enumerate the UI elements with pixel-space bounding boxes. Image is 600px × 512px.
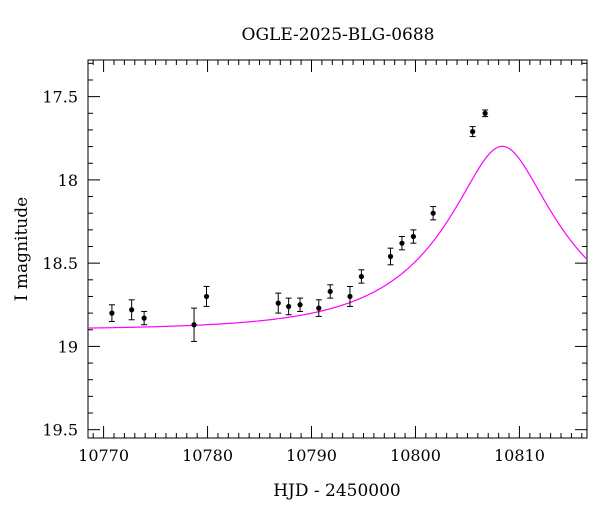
axis-ticks [88, 60, 587, 438]
data-point [410, 229, 417, 244]
x-tick-label: 10770 [78, 446, 129, 465]
data-marker [191, 322, 197, 328]
data-marker [430, 210, 436, 216]
data-marker [316, 305, 322, 311]
data-point [275, 292, 282, 314]
data-marker [470, 129, 476, 135]
data-marker [410, 233, 416, 240]
data-marker [327, 288, 333, 295]
data-point [285, 297, 292, 316]
axis-tick-labels: 10770 10780 10790 10800 10810 17.5 18 18.5 19 19.… [42, 88, 545, 465]
data-point [430, 206, 437, 221]
data-marker [275, 300, 281, 306]
data-point [398, 236, 405, 251]
y-tick-label: 17.5 [42, 88, 78, 107]
data-point [469, 126, 476, 138]
data-point [358, 269, 365, 284]
chart-title: OGLE-2025-BLG-0688 [242, 25, 435, 45]
data-point [315, 299, 322, 317]
data-marker [399, 240, 405, 246]
data-marker [286, 303, 292, 310]
model-curve [87, 145, 588, 329]
y-axis-label: I magnitude [12, 197, 32, 301]
data-point [203, 285, 210, 307]
data-point [297, 297, 304, 312]
data-points [108, 109, 489, 342]
y-tick-label: 18 [58, 171, 78, 190]
data-point [191, 307, 198, 342]
data-marker [387, 253, 394, 260]
data-point [346, 285, 353, 307]
x-tick-label: 10780 [182, 446, 233, 465]
y-tick-label: 19.5 [42, 421, 78, 440]
data-marker [109, 310, 115, 316]
data-marker [347, 293, 353, 300]
x-tick-label: 10810 [494, 446, 545, 465]
x-tick-label: 10800 [390, 446, 441, 465]
data-point [108, 304, 115, 322]
data-point [128, 299, 135, 321]
x-axis-label: HJD - 2450000 [273, 481, 401, 501]
x-tick-label: 10790 [286, 446, 337, 465]
data-marker [129, 307, 135, 313]
data-marker [141, 315, 147, 321]
data-marker [482, 110, 488, 116]
data-point [327, 284, 334, 299]
data-point [387, 247, 394, 266]
data-point [141, 310, 148, 326]
y-tick-label: 19 [58, 337, 78, 356]
y-tick-label: 18.5 [42, 254, 78, 273]
data-marker [203, 293, 210, 300]
plot-frame [87, 59, 588, 439]
data-point [482, 109, 489, 118]
data-marker [297, 302, 303, 308]
data-marker [358, 273, 365, 280]
